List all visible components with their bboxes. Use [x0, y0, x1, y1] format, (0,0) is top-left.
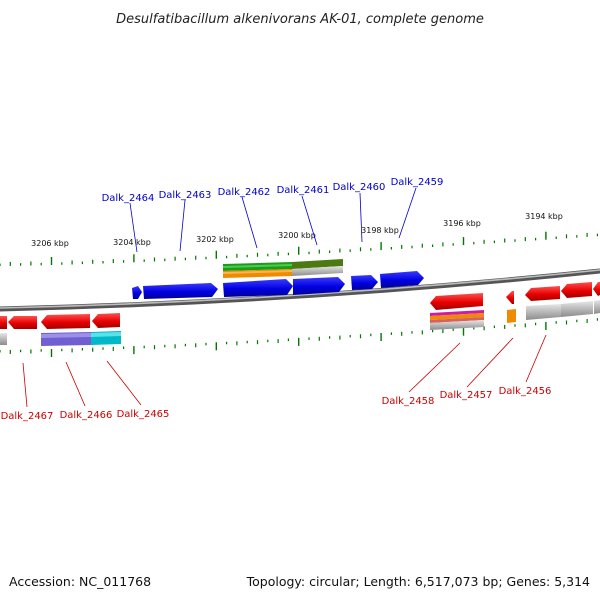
feature-orange-highlight [223, 270, 292, 274]
reverse-gene-labels: Dalk_2467 Dalk_2466 Dalk_2465 Dalk_2458 … [1, 334, 552, 422]
gene-2461 [293, 277, 345, 295]
leader-2462 [241, 196, 258, 249]
feature-gray-2455 [561, 301, 593, 317]
gene-label-2457: Dalk_2457 [440, 390, 493, 401]
feature-purple-highlight [41, 333, 91, 338]
gene-label-2462: Dalk_2462 [218, 187, 271, 198]
feature-magenta-2458 [430, 310, 484, 316]
gene-2463 [143, 283, 218, 299]
leader-2458 [408, 342, 461, 393]
feature-green-highlight [223, 264, 292, 268]
gene-label-2464: Dalk_2464 [102, 193, 155, 204]
feature-gray-2456 [526, 304, 561, 320]
leader-2465 [106, 360, 142, 406]
gene-2458 [430, 293, 483, 310]
leader-2461 [301, 195, 318, 246]
gene-2457 [506, 291, 514, 304]
scale-label-3204: 3204 kbp [113, 238, 151, 247]
gene-2462 [223, 279, 293, 297]
forward-feature-tracks [223, 259, 343, 278]
leader-2467 [22, 362, 28, 408]
feature-orange-2458 [430, 313, 484, 320]
leader-2457 [466, 337, 514, 388]
feature-cyan-highlight [91, 332, 121, 337]
scale-label-3200: 3200 kbp [278, 231, 316, 240]
gene-2466 [41, 314, 90, 329]
leader-2463 [179, 199, 186, 252]
feature-salmon-2458 [430, 317, 484, 323]
forward-strand-genes [132, 271, 424, 299]
gene-2460 [351, 275, 378, 290]
gene-2468 [0, 316, 7, 329]
accession-text: Accession: NC_011768 [9, 574, 151, 589]
gene-2455 [561, 282, 592, 298]
gene-2467 [8, 316, 37, 329]
reverse-strand-genes [0, 282, 600, 329]
gene-label-2458: Dalk_2458 [382, 396, 435, 407]
feature-gray-2458 [430, 320, 484, 330]
gene-2459 [380, 271, 424, 288]
gene-2465 [92, 313, 120, 328]
gene-2454 [593, 282, 600, 296]
feature-gray-2454 [594, 300, 600, 314]
genome-backbone [0, 268, 600, 312]
leader-2459 [398, 187, 417, 239]
gene-label-2456: Dalk_2456 [499, 386, 552, 397]
scale-label-3194: 3194 kbp [525, 212, 563, 221]
feature-gray-2461 [292, 266, 343, 276]
chart-title: Desulfatibacillum alkenivorans AK-01, co… [116, 12, 484, 27]
genome-backbone-highlight [0, 269, 600, 309]
leader-2460 [359, 192, 363, 243]
gene-2464 [132, 286, 142, 299]
scale-label-3206: 3206 kbp [31, 239, 69, 248]
genome-summary-text: Topology: circular; Length: 6,517,073 bp… [246, 574, 590, 589]
feature-orange-2457 [507, 309, 516, 323]
scale-labels: 3206 kbp 3204 kbp 3202 kbp 3200 kbp 3198… [31, 212, 563, 248]
gene-label-2463: Dalk_2463 [159, 190, 212, 201]
forward-gene-labels: Dalk_2464 Dalk_2463 Dalk_2462 Dalk_2461 … [102, 177, 444, 253]
gene-label-2467: Dalk_2467 [1, 411, 54, 422]
feature-gray-left [0, 333, 7, 345]
leader-2456 [525, 334, 547, 383]
gene-label-2460: Dalk_2460 [333, 182, 386, 193]
scale-label-3198: 3198 kbp [361, 226, 399, 235]
leader-2466 [65, 361, 86, 407]
gene-label-2465: Dalk_2465 [117, 409, 170, 420]
scale-label-3196: 3196 kbp [443, 219, 481, 228]
gene-label-2466: Dalk_2466 [60, 410, 113, 421]
reverse-feature-tracks [0, 300, 600, 346]
gene-label-2461: Dalk_2461 [277, 185, 330, 196]
feature-olive-2461 [292, 259, 343, 269]
leader-2464 [129, 202, 138, 253]
scale-label-3202: 3202 kbp [196, 235, 234, 244]
gene-2456 [525, 286, 560, 301]
gene-label-2459: Dalk_2459 [391, 177, 444, 188]
